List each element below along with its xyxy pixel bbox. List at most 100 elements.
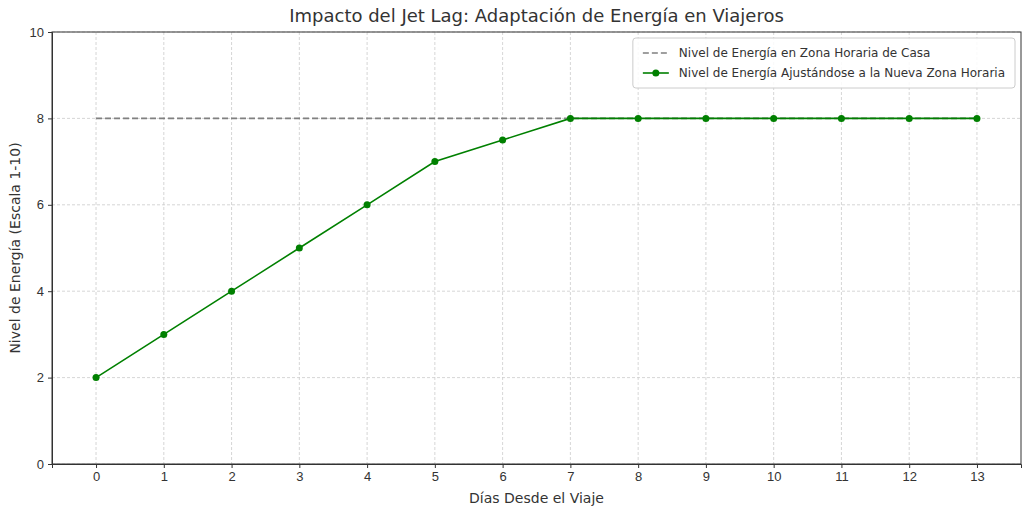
grid-line-x	[570, 32, 571, 464]
x-tick-mark	[367, 464, 368, 468]
y-tick-mark	[48, 378, 52, 379]
grid-line-y	[52, 377, 1021, 378]
y-tick-label: 8	[37, 111, 44, 126]
x-tick-mark	[96, 464, 97, 468]
series-marker	[228, 288, 235, 295]
x-tick: 12	[902, 464, 916, 484]
y-tick-label: 6	[37, 197, 44, 212]
x-tick: 10	[767, 464, 781, 484]
y-axis: 0 2 4 6 8 10	[30, 25, 53, 472]
x-tick-mark	[503, 464, 504, 468]
x-tick: 8	[635, 464, 642, 484]
y-tick: 2	[37, 370, 52, 385]
series-marker	[93, 374, 100, 381]
x-tick-mark	[164, 464, 165, 468]
series-line	[96, 118, 977, 377]
series-marker	[160, 331, 167, 338]
x-tick-label: 7	[567, 469, 574, 484]
x-tick: 6	[500, 464, 507, 484]
grid-line-x	[705, 32, 706, 464]
title: Impacto del Jet Lag: Adaptación de Energ…	[289, 5, 784, 26]
y-tick-mark	[48, 32, 52, 33]
y-tick: 0	[37, 457, 52, 472]
series-marker	[702, 115, 709, 122]
x-tick-label: 4	[364, 469, 371, 484]
grid-line-x	[976, 32, 977, 464]
x-tick-label: 10	[767, 469, 781, 484]
x-tick-label: 1	[161, 469, 168, 484]
y-tick-mark	[48, 205, 52, 206]
y-tick-mark	[48, 291, 52, 292]
x-tick: 5	[432, 464, 439, 484]
y-tick-label: 4	[37, 284, 44, 299]
legend-label: Nivel de Energía Ajustándose a la Nueva …	[679, 66, 1005, 80]
x-tick-mark	[706, 464, 707, 468]
x-tick-mark	[909, 464, 910, 468]
grid-line-x	[773, 32, 774, 464]
legend-marker	[652, 70, 659, 77]
x-tick-label: 5	[432, 469, 439, 484]
grid-line-x	[231, 32, 232, 464]
grid-line-x	[841, 32, 842, 464]
series-marker	[635, 115, 642, 122]
legend-swatch	[643, 52, 669, 54]
series-group	[93, 115, 981, 381]
x-tick-mark	[841, 464, 842, 468]
x-tick-label: 8	[635, 469, 642, 484]
y-tick: 6	[37, 197, 52, 212]
grid-line-y	[52, 291, 1021, 292]
x-tick: 1	[161, 464, 168, 484]
series-marker	[431, 158, 438, 165]
x-tick: 7	[567, 464, 574, 484]
x-tick-label: 6	[500, 469, 507, 484]
series-marker	[499, 137, 506, 144]
x-tick: 11	[835, 464, 849, 484]
x-tick-label: 0	[93, 469, 100, 484]
chart: 0123456789101112130246810Nivel de Energí…	[0, 0, 1030, 511]
y-tick-label: 10	[30, 25, 44, 40]
grid	[52, 32, 1021, 464]
grid-line-x	[434, 32, 435, 464]
x-axis-title: Días Desde el Viaje	[469, 490, 604, 506]
y-tick-label: 0	[37, 457, 44, 472]
x-axis-line	[53, 465, 1022, 469]
x-tick: 9	[703, 464, 710, 484]
x-tick: 0	[93, 464, 100, 484]
x-tick-label: 13	[970, 469, 984, 484]
grid-line-x	[367, 32, 368, 464]
x-tick-mark	[638, 464, 639, 468]
y-tick: 10	[30, 25, 52, 40]
grid-line-x	[638, 32, 639, 464]
grid-line-y	[52, 204, 1021, 205]
legend-box	[633, 38, 1015, 88]
legend-item: Nivel de Energía Ajustándose a la Nueva …	[643, 66, 1005, 80]
grid-line-x	[163, 32, 164, 464]
y-tick-mark	[48, 118, 52, 119]
y-tick-mark	[48, 464, 52, 465]
x-tick-mark	[299, 464, 300, 468]
x-tick: 4	[364, 464, 371, 484]
x-tick-mark	[977, 464, 978, 468]
series-marker	[973, 115, 980, 122]
y-tick: 8	[37, 111, 52, 126]
legend-label: Nivel de Energía en Zona Horaria de Casa	[679, 46, 931, 60]
plot-frame	[52, 32, 1021, 464]
y-axis-title: Nivel de Energía (Escala 1-10)	[7, 142, 23, 353]
x-tick-mark	[570, 464, 571, 468]
series-marker	[770, 115, 777, 122]
series-marker	[296, 245, 303, 252]
x-tick-label: 9	[703, 469, 710, 484]
x-tick-label: 11	[835, 469, 849, 484]
legend: Nivel de Energía en Zona Horaria de Casa…	[633, 38, 1015, 88]
grid-line-x	[96, 32, 97, 464]
y-tick: 4	[37, 284, 52, 299]
x-tick-mark	[435, 464, 436, 468]
x-tick-label: 2	[228, 469, 235, 484]
x-tick-label: 12	[902, 469, 916, 484]
plot-area: 0123456789101112130246810Nivel de Energí…	[30, 25, 1022, 485]
x-tick-label: 3	[296, 469, 303, 484]
x-tick: 2	[228, 464, 235, 484]
x-tick-mark	[774, 464, 775, 468]
series-marker	[567, 115, 574, 122]
legend-item: Nivel de Energía en Zona Horaria de Casa	[643, 46, 931, 60]
